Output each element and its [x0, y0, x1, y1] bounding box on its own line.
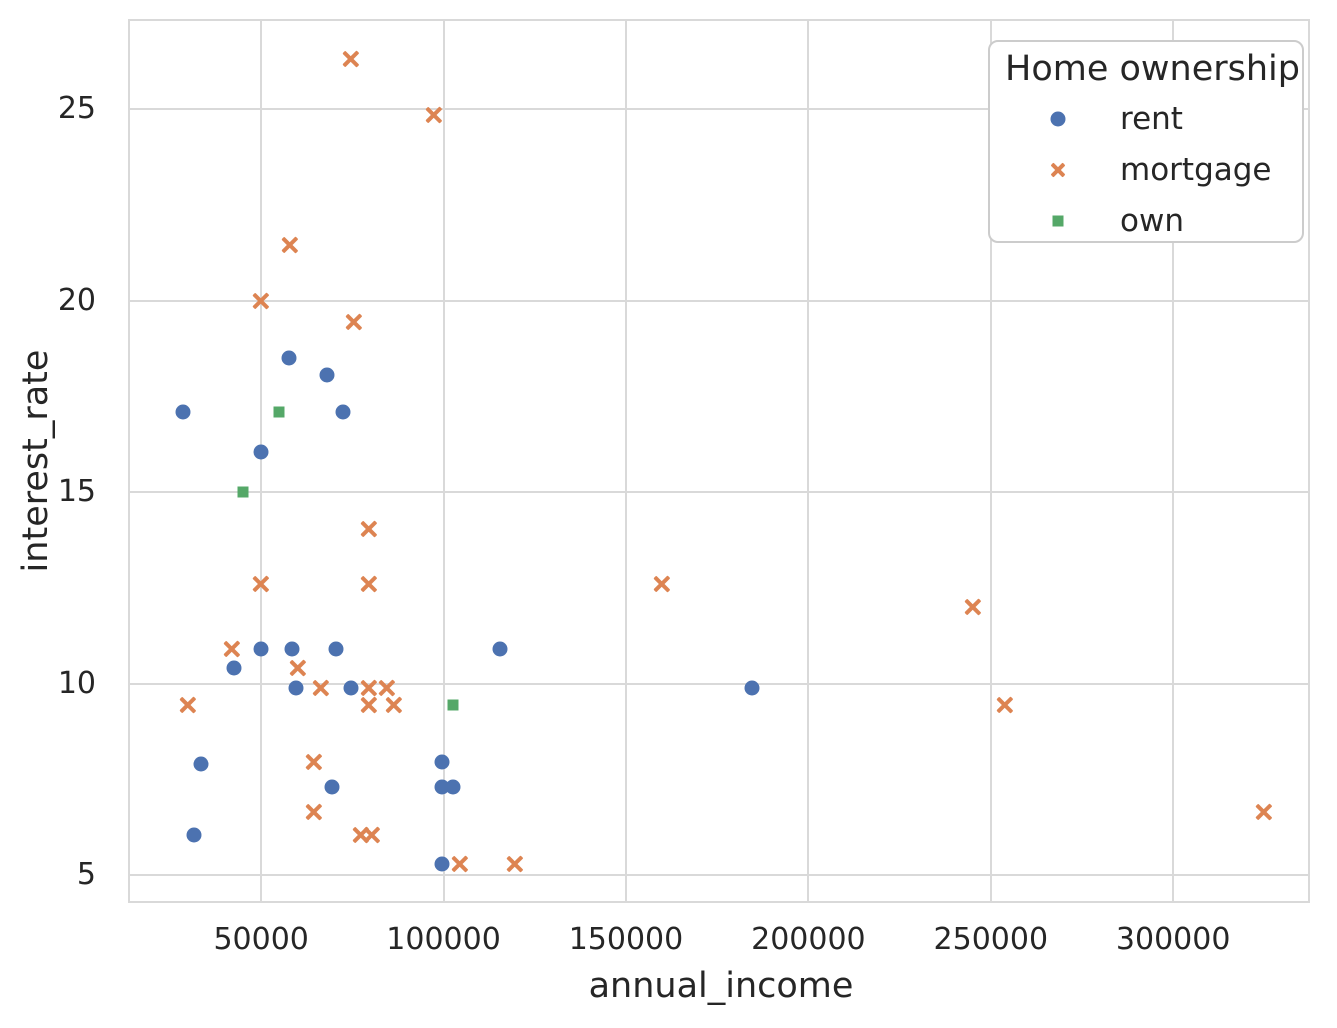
- x-axis-label: annual_income: [588, 966, 854, 1006]
- mortgage-point: [452, 856, 468, 872]
- mortgage-point: [361, 697, 377, 713]
- rent-point: [175, 404, 191, 420]
- mortgage-point: [507, 856, 523, 872]
- gridline-y-15: [128, 491, 1310, 494]
- y-tick-label: 20: [57, 282, 96, 318]
- rent-point: [492, 641, 508, 657]
- y-tick-label: 25: [57, 91, 96, 127]
- rent-point: [445, 779, 461, 795]
- x-tick-label: 150000: [568, 922, 684, 957]
- mortgage-point: [386, 697, 402, 713]
- legend-item-mortgage: mortgage: [990, 150, 1302, 190]
- legend-item-rent: rent: [990, 99, 1302, 139]
- mortgage-point: [361, 680, 377, 696]
- own-point: [447, 699, 459, 711]
- rent-point: [193, 756, 209, 772]
- gridline-y-25: [128, 108, 1310, 111]
- rent-point: [288, 680, 304, 696]
- mortgage-point: [253, 576, 269, 592]
- x-tick-label: 250000: [933, 922, 1049, 957]
- gridline-y-5: [128, 874, 1310, 877]
- gridline-x-200000: [807, 19, 810, 903]
- mortgage-point: [313, 680, 329, 696]
- mortgage-point: [253, 293, 269, 309]
- mortgage-point: [965, 599, 981, 615]
- mortgage-point: [343, 51, 359, 67]
- mortgage-point: [361, 576, 377, 592]
- mortgage-point: [379, 680, 395, 696]
- rent-point: [281, 350, 297, 366]
- gridline-x-100000: [442, 19, 445, 903]
- rent-point: [324, 779, 340, 795]
- rent-point: [434, 754, 450, 770]
- legend-item-label: rent: [1120, 101, 1183, 137]
- rent-point: [253, 641, 269, 657]
- mortgage-point: [426, 107, 442, 123]
- y-axis-label: interest_rate: [16, 349, 56, 573]
- gridline-x-150000: [624, 19, 627, 903]
- gridline-x-50000: [260, 19, 263, 903]
- x-tick-label: 300000: [1115, 922, 1231, 957]
- gridline-y-20: [128, 299, 1310, 302]
- rent-point: [284, 641, 300, 657]
- gridline-x-300000: [1172, 19, 1175, 903]
- rent-point: [328, 641, 344, 657]
- rent-point: [253, 444, 269, 460]
- rent-legend-marker-icon: [1050, 111, 1066, 127]
- mortgage-point: [282, 237, 298, 253]
- y-tick-label: 5: [76, 857, 96, 893]
- y-tick-label: 10: [57, 665, 96, 701]
- mortgage-point: [997, 697, 1013, 713]
- own-point: [237, 486, 249, 498]
- mortgage-point: [1256, 804, 1272, 820]
- rent-point: [319, 367, 335, 383]
- rent-point: [434, 856, 450, 872]
- mortgage-point: [654, 576, 670, 592]
- mortgage-point: [306, 754, 322, 770]
- gridline-x-250000: [989, 19, 992, 903]
- x-tick-label: 100000: [386, 922, 501, 957]
- mortgage-legend-marker-icon: [1051, 163, 1065, 177]
- own-legend-marker-icon: [1052, 215, 1064, 227]
- own-point: [273, 406, 285, 418]
- x-tick-label: 200000: [751, 922, 866, 957]
- mortgage-point: [361, 521, 377, 537]
- mortgage-point: [306, 804, 322, 820]
- legend: Home ownership rent mortgage own: [988, 40, 1304, 243]
- rent-point: [226, 660, 242, 676]
- legend-item-label: mortgage: [1120, 152, 1272, 188]
- mortgage-point: [364, 827, 380, 843]
- x-tick-label: 50000: [213, 922, 309, 957]
- legend-title: Home ownership: [1005, 49, 1300, 89]
- y-tick-label: 15: [57, 474, 96, 510]
- gridline-y-10: [128, 682, 1310, 685]
- legend-item-own: own: [990, 201, 1302, 241]
- rent-point: [335, 404, 351, 420]
- mortgage-point: [290, 660, 306, 676]
- mortgage-point: [224, 641, 240, 657]
- mortgage-point: [180, 697, 196, 713]
- rent-point: [186, 827, 202, 843]
- mortgage-point: [346, 314, 362, 330]
- legend-item-label: own: [1120, 203, 1184, 239]
- rent-point: [744, 680, 760, 696]
- rent-point: [343, 680, 359, 696]
